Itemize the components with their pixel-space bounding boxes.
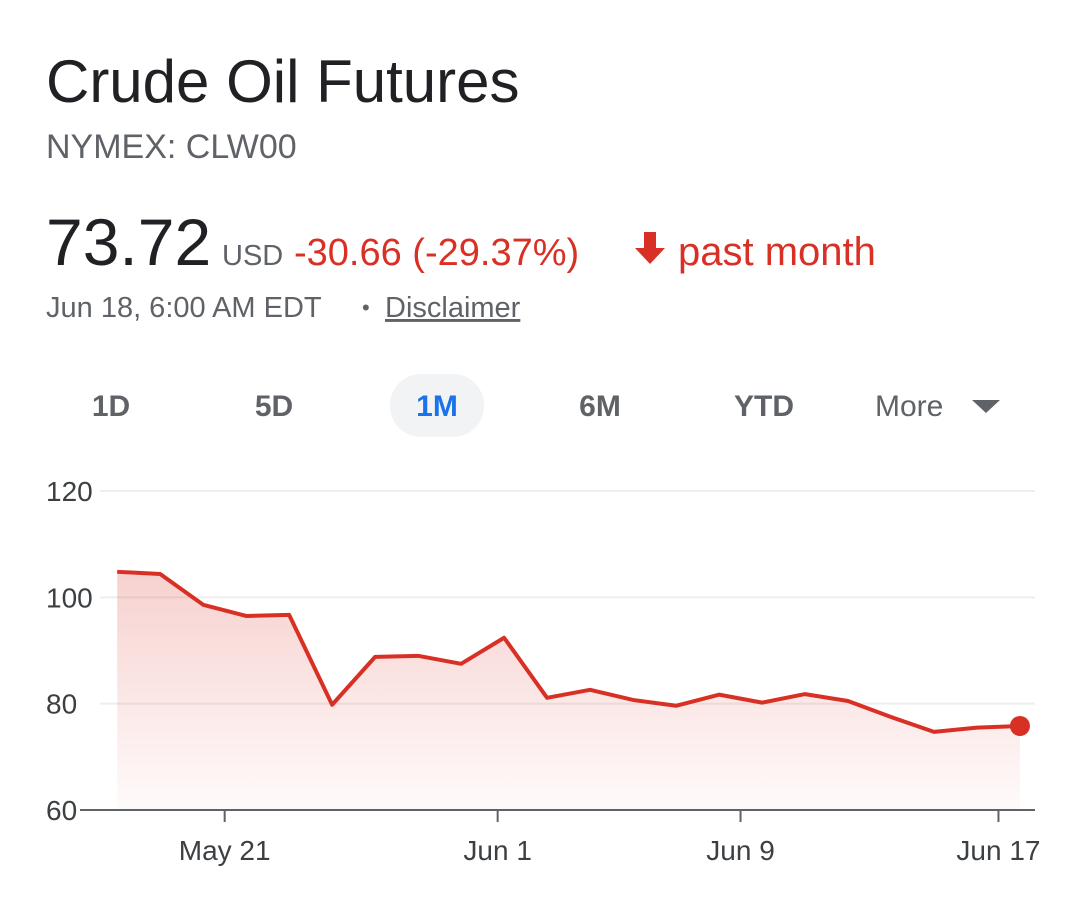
tab[interactable]: 6M [579,390,621,423]
y-tick-label: 120 [46,476,93,507]
subtitle: NYMEX: CLW00 [46,128,297,166]
x-tick-label: Jun 17 [956,835,1040,866]
last-point [1009,715,1030,736]
timestamp: Jun 18, 6:00 AM EDT [46,292,322,324]
currency: USD [222,240,283,272]
price-line [117,569,1021,734]
tab[interactable]: 1D [92,390,130,423]
tab-highlight [390,374,484,437]
dropdown-arrow [972,400,1000,413]
y-tick-label: 100 [46,582,93,613]
tab[interactable]: 1M [416,390,458,423]
change: -30.66 (-29.37%) [294,232,579,274]
disclaimer-link[interactable]: Disclaimer [385,292,521,324]
y-tick-label: 60 [46,795,77,826]
tab[interactable]: YTD [734,390,794,423]
x-tick-label: May 21 [179,835,271,866]
area [117,571,1020,810]
tab[interactable]: 5D [255,390,293,423]
chart: 120 100 80 60 May 21 Jun 1 Jun 9 Jun 17 [46,476,1040,866]
down-arrow [635,232,665,264]
tab[interactable]: More [875,390,943,423]
title: Crude Oil Futures [46,48,520,115]
x-tick-label: Jun 9 [706,835,775,866]
range-tabs: 1D 5D 1M 6M YTD More [92,374,1000,437]
separator: • [362,295,370,320]
period: past month [678,230,876,274]
y-tick-label: 80 [46,689,77,720]
price: 73.72 [46,205,211,279]
x-tick-label: Jun 1 [463,835,532,866]
